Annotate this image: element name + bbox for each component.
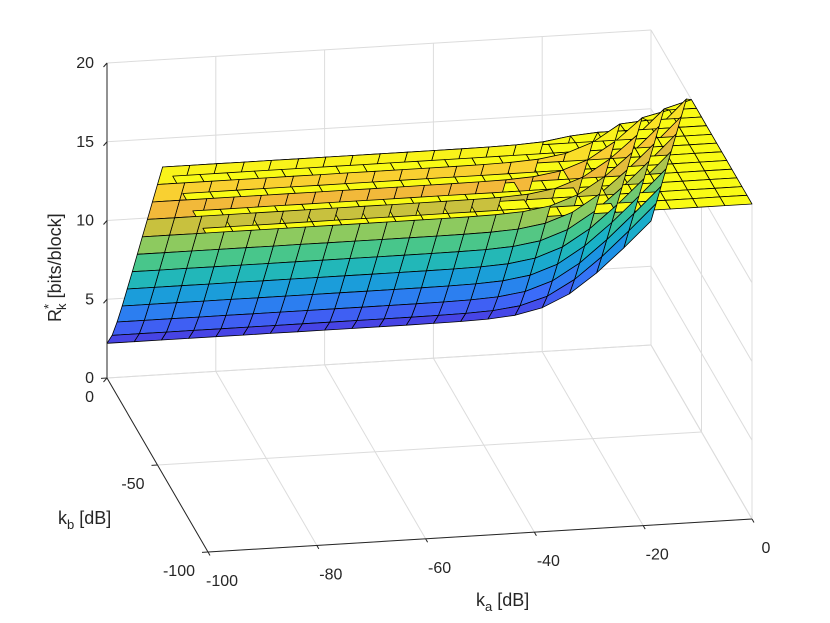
z-axis-label-main: R xyxy=(45,309,65,322)
x-tick-label: -40 xyxy=(537,553,560,570)
surface-cell xyxy=(121,286,155,307)
x-tick-mark xyxy=(751,518,755,523)
z-tick-label: 20 xyxy=(76,55,94,72)
z-tick-mark xyxy=(103,141,108,147)
surface-mesh xyxy=(106,98,753,344)
z-axis-label-unit: [bits/block] xyxy=(45,213,65,298)
surface-cell xyxy=(692,196,726,208)
tick-labels: -100 -80 -60 -40 -20 0 -100 -50 0 0 5 10 15 20 xyxy=(76,55,770,590)
surface-cell xyxy=(116,303,150,323)
surface-cell xyxy=(111,319,145,336)
z-tick-label: 0 xyxy=(85,370,94,387)
x-tick-mark xyxy=(425,538,429,543)
back-wall-grid-z xyxy=(106,29,652,64)
x-tick-label: -100 xyxy=(206,573,238,590)
x-axis-line xyxy=(207,518,753,553)
z-tick-mark xyxy=(103,220,108,225)
y-axis-label-main: k xyxy=(58,508,68,528)
z-axis-label-sub: k xyxy=(54,303,69,310)
back-wall-grid-z xyxy=(106,344,652,379)
y-axis-label-sub: b xyxy=(67,517,74,532)
back-wall-grid-z xyxy=(106,108,652,143)
side-wall-grid-z xyxy=(650,344,753,520)
z-tick-mark xyxy=(103,377,108,383)
side-wall-grid-z xyxy=(650,187,753,362)
y-axis-label: kb [dB] xyxy=(58,508,111,532)
y-axis-label-unit: [dB] xyxy=(79,508,111,528)
z-tick-label: 15 xyxy=(76,134,94,151)
x-tick-mark xyxy=(316,545,320,550)
surface-cell xyxy=(719,194,753,207)
z-axis-label-sup: * xyxy=(41,304,56,309)
y-tick-label: -100 xyxy=(163,563,195,580)
surface-cell xyxy=(106,333,140,344)
floor-grid-y xyxy=(157,431,702,466)
z-tick-mark xyxy=(103,298,108,304)
z-axis-label: R*k [bits/block] xyxy=(41,213,69,322)
surface-cell xyxy=(131,252,165,273)
surface-cell xyxy=(665,198,698,210)
x-tick-label: -80 xyxy=(319,566,342,583)
x-axis-label: ka [dB] xyxy=(476,590,529,614)
surface-cell xyxy=(141,217,176,238)
side-wall-grid-z xyxy=(650,265,753,441)
x-tick-label: -20 xyxy=(646,547,669,564)
y-tick-label: -50 xyxy=(121,476,144,493)
x-tick-mark xyxy=(642,525,646,530)
z-tick-mark xyxy=(103,62,108,68)
z-tick-label: 10 xyxy=(76,213,94,230)
y-tick-label: 0 xyxy=(85,389,94,406)
x-tick-mark xyxy=(207,551,211,556)
surface-cell xyxy=(126,269,160,290)
x-axis-label-main: k xyxy=(476,590,486,610)
x-tick-mark xyxy=(533,531,537,536)
x-axis-label-unit: [dB] xyxy=(497,590,529,610)
surface-cell xyxy=(151,182,186,203)
surface-cell xyxy=(136,234,170,255)
x-tick-label: 0 xyxy=(762,540,771,557)
x-tick-label: -60 xyxy=(428,560,451,577)
z-tick-label: 5 xyxy=(85,291,94,308)
surface-cell xyxy=(146,199,181,220)
x-axis-label-sub: a xyxy=(485,599,493,614)
